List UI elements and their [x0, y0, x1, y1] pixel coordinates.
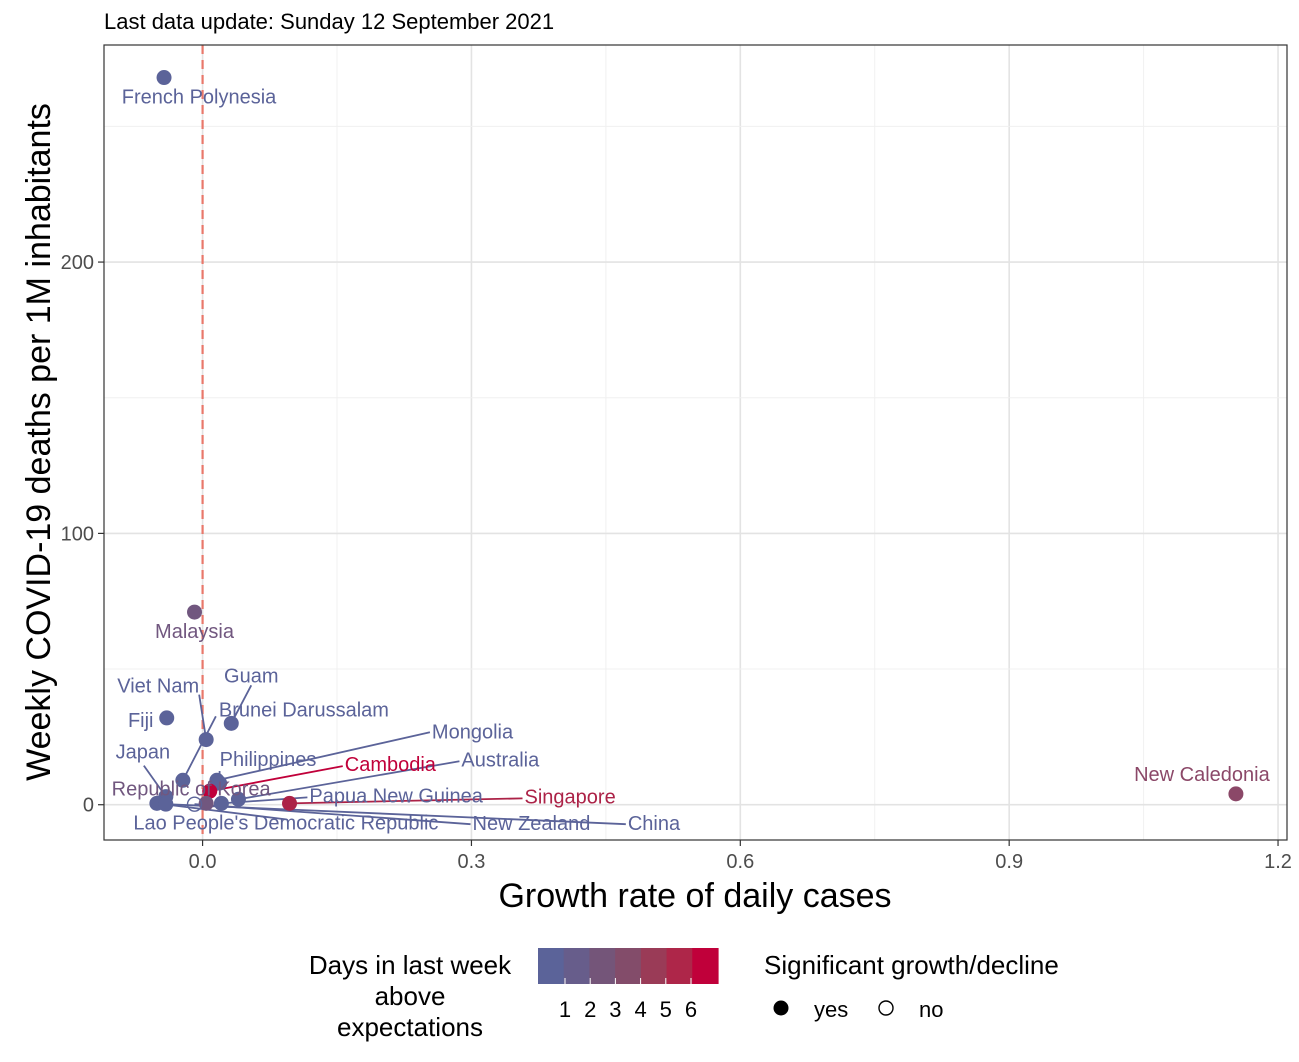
- y-tick-label: 100: [61, 523, 94, 545]
- plot-panel: [104, 45, 1287, 840]
- colorbar-label: 5: [660, 997, 672, 1022]
- point-label: Cambodia: [345, 754, 437, 776]
- y-axis-ticks: 0 100 200: [61, 252, 104, 817]
- data-point-open: [186, 796, 203, 812]
- leader-line: [216, 731, 431, 782]
- data-point: [1228, 786, 1244, 802]
- colorbar-label: 1: [559, 997, 571, 1022]
- data-point: [156, 70, 172, 86]
- point-label: Japan: [116, 742, 171, 764]
- data-point: [175, 772, 191, 788]
- leader-line: [198, 694, 208, 740]
- point-label: China: [628, 813, 681, 835]
- chart-subtitle: Last data update: Sunday 12 September 20…: [104, 9, 554, 34]
- x-tick-label: 0.3: [458, 851, 486, 873]
- colorbar-segment: [666, 948, 693, 984]
- data-point: [159, 710, 175, 726]
- x-axis-ticks: 0.0 0.3 0.6 0.9 1.2: [189, 840, 1292, 873]
- plot-border: [103, 44, 1288, 841]
- colorbar-segment: [563, 948, 591, 984]
- leader-line: [238, 760, 460, 801]
- data-points: [149, 70, 1244, 812]
- point-label: Malaysia: [155, 621, 235, 643]
- point-label: Singapore: [525, 786, 616, 808]
- x-tick-label: 0.0: [189, 851, 217, 873]
- data-point: [158, 796, 174, 812]
- leader-line: [156, 802, 286, 821]
- point-label: French Polynesia: [122, 87, 277, 109]
- data-point: [202, 783, 218, 799]
- legend-significance-title: Significant growth/decline: [764, 950, 1059, 980]
- legend-days-title-line2: above: [375, 981, 446, 1011]
- leader-line: [209, 765, 343, 793]
- data-point: [198, 732, 214, 748]
- colorbar-segment: [538, 948, 565, 984]
- colorbar-segment: [640, 948, 668, 984]
- legend-days-title-line1: Days in last week: [309, 950, 512, 980]
- point-label: New Zealand: [473, 813, 591, 835]
- colorbar-label: 2: [584, 997, 596, 1022]
- data-point: [282, 795, 298, 811]
- colorbar-label: 4: [634, 997, 646, 1022]
- legend-no-label: no: [919, 997, 943, 1022]
- point-label: Brunei Darussalam: [219, 699, 389, 721]
- y-axis-title: Weekly COVID-19 deaths per 1M inhabitant…: [20, 103, 58, 781]
- leader-line: [165, 803, 626, 826]
- point-label: Republic of Korea: [112, 778, 272, 800]
- x-tick-label: 1.2: [1264, 851, 1292, 873]
- point-label: Lao People's Democratic Republic: [133, 812, 438, 834]
- colorbar-label: 3: [609, 997, 621, 1022]
- legend-yes-label: yes: [814, 997, 848, 1022]
- colorbar-segment: [692, 948, 719, 984]
- x-axis-title: Growth rate of daily cases: [498, 877, 891, 915]
- leader-line: [182, 715, 217, 781]
- legend-colorbar: [538, 948, 719, 984]
- legend-yes-marker: [773, 1000, 789, 1016]
- point-label: Philippines: [220, 749, 317, 771]
- x-tick-label: 0.9: [995, 851, 1023, 873]
- y-tick-label: 0: [83, 795, 94, 817]
- data-point: [223, 715, 239, 731]
- point-label: Papua New Guinea: [309, 785, 483, 807]
- point-label: Viet Nam: [117, 676, 199, 698]
- colorbar-segment: [589, 948, 616, 984]
- grid: [104, 45, 1287, 840]
- point-label: Mongolia: [432, 721, 514, 743]
- x-tick-label: 0.6: [726, 851, 754, 873]
- data-point: [187, 604, 203, 620]
- point-labels: French Polynesia Malaysia Guam Fiji Viet Nam…: [112, 87, 1271, 836]
- leader-line: [289, 797, 523, 805]
- colorbar-label: 6: [685, 997, 697, 1022]
- data-point: [198, 795, 214, 811]
- point-label: New Caledonia: [1134, 764, 1271, 786]
- data-point: [213, 795, 229, 811]
- point-label: Fiji: [128, 710, 154, 732]
- point-label: Australia: [461, 749, 540, 771]
- legend-no-marker: [878, 1000, 894, 1016]
- point-label: Guam: [224, 665, 278, 687]
- colorbar-segment: [615, 948, 642, 984]
- legend-days-title-line3: expectations: [337, 1012, 483, 1042]
- y-tick-label: 200: [61, 252, 94, 274]
- legend-significance: Significant growth/decline yes no: [764, 950, 1059, 1022]
- data-point: [230, 791, 246, 807]
- data-point: [212, 775, 228, 791]
